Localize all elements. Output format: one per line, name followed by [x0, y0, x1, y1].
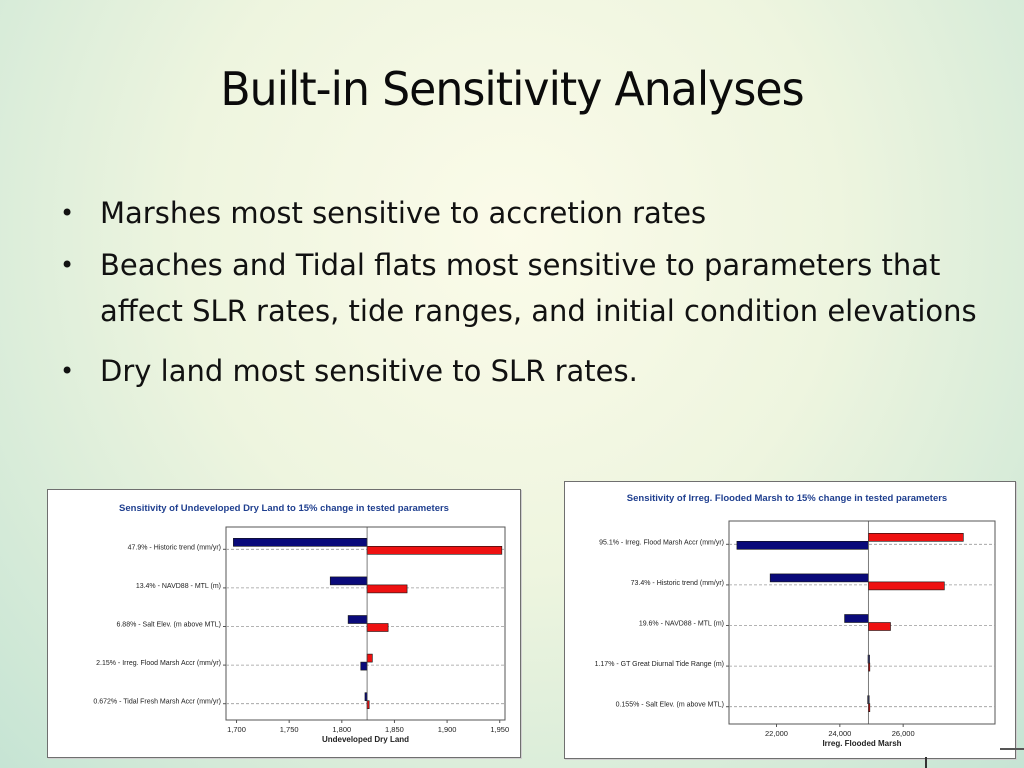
x-tick-label: 1,800 [332, 725, 351, 734]
bullet-text: Beaches and Tidal flats most sensitive t… [100, 248, 977, 328]
x-tick-label: 22,000 [765, 729, 788, 738]
bullet-item: • Beaches and Tidal flats most sensitive … [56, 242, 986, 334]
x-tick-label: 1,900 [438, 725, 457, 734]
bullet-dot-icon: • [60, 357, 75, 385]
category-label: 19.6% - NAVD88 - MTL (m) [639, 621, 724, 628]
irreg-marsh-chart-svg: Sensitivity of Irreg. Flooded Marsh to 1… [595, 493, 996, 748]
dry-land-sensitivity-chart: Sensitivity of Undeveloped Dry Land to 1… [47, 489, 521, 758]
bullet-dot-icon: • [60, 251, 75, 279]
bullet-text: Dry land most sensitive to SLR rates. [100, 354, 638, 388]
x-tick-label: 1,950 [490, 725, 509, 734]
x-tick-label: 24,000 [828, 729, 851, 738]
bar-series-2 [366, 584, 408, 594]
bar-series-2 [360, 661, 368, 671]
chart-title: Sensitivity of Irreg. Flooded Marsh to 1… [627, 493, 947, 504]
slide-title: Built-in Sensitivity Analyses [220, 62, 804, 116]
corner-mark [925, 757, 927, 768]
category-label: 47.9% - Historic trend (mm/yr) [128, 544, 221, 551]
category-label: 6.88% - Salt Elev. (m above MTL) [116, 622, 221, 629]
x-axis-title: Irreg. Flooded Marsh [822, 739, 901, 748]
category-label: 95.1% - Irreg. Flood Marsh Accr (mm/yr) [599, 539, 724, 546]
bullet-item: • Dry land most sensitive to SLR rates. [56, 348, 986, 394]
x-tick-label: 26,000 [892, 729, 915, 738]
bar-series-2 [868, 622, 891, 631]
bullet-list: • Marshes most sensitive to accretion rat… [56, 190, 986, 400]
bar-series-1 [844, 614, 869, 623]
bullet-dot-icon: • [60, 199, 75, 227]
bar-series-2 [366, 545, 503, 555]
bullet-item: • Marshes most sensitive to accretion rat… [56, 190, 986, 236]
category-label: 0.155% - Salt Elev. (m above MTL) [616, 702, 724, 709]
bar-series-1 [329, 576, 368, 586]
bar-series-2 [868, 581, 945, 591]
irreg-marsh-sensitivity-chart: Sensitivity of Irreg. Flooded Marsh to 1… [564, 481, 1016, 759]
x-axis-title: Undeveloped Dry Land [322, 735, 409, 744]
x-tick-label: 1,850 [385, 725, 404, 734]
chart-title: Sensitivity of Undeveloped Dry Land to 1… [119, 503, 449, 514]
category-label: 13.4% - NAVD88 - MTL (m) [136, 583, 221, 590]
bar-series-1 [769, 573, 869, 583]
bar-series-1 [868, 532, 964, 542]
bar-series-1 [366, 653, 373, 663]
category-label: 1.17% - GT Great Diurnal Tide Range (m) [595, 661, 724, 668]
bullet-text: Marshes most sensitive to accretion rate… [100, 196, 707, 230]
dry-land-chart-svg: Sensitivity of Undeveloped Dry Land to 1… [93, 503, 509, 744]
category-label: 2.15% - Irreg. Flood Marsh Accr (mm/yr) [96, 660, 221, 667]
category-label: 73.4% - Historic trend (mm/yr) [631, 580, 724, 587]
bar-series-1 [233, 537, 368, 547]
bar-series-2 [366, 623, 389, 632]
bar-series-2 [736, 540, 869, 550]
x-tick-label: 1,700 [227, 725, 246, 734]
x-tick-label: 1,750 [280, 725, 299, 734]
category-label: 0.672% - Tidal Fresh Marsh Accr (mm/yr) [93, 699, 221, 706]
bar-series-1 [347, 615, 368, 624]
corner-line [1000, 748, 1024, 750]
